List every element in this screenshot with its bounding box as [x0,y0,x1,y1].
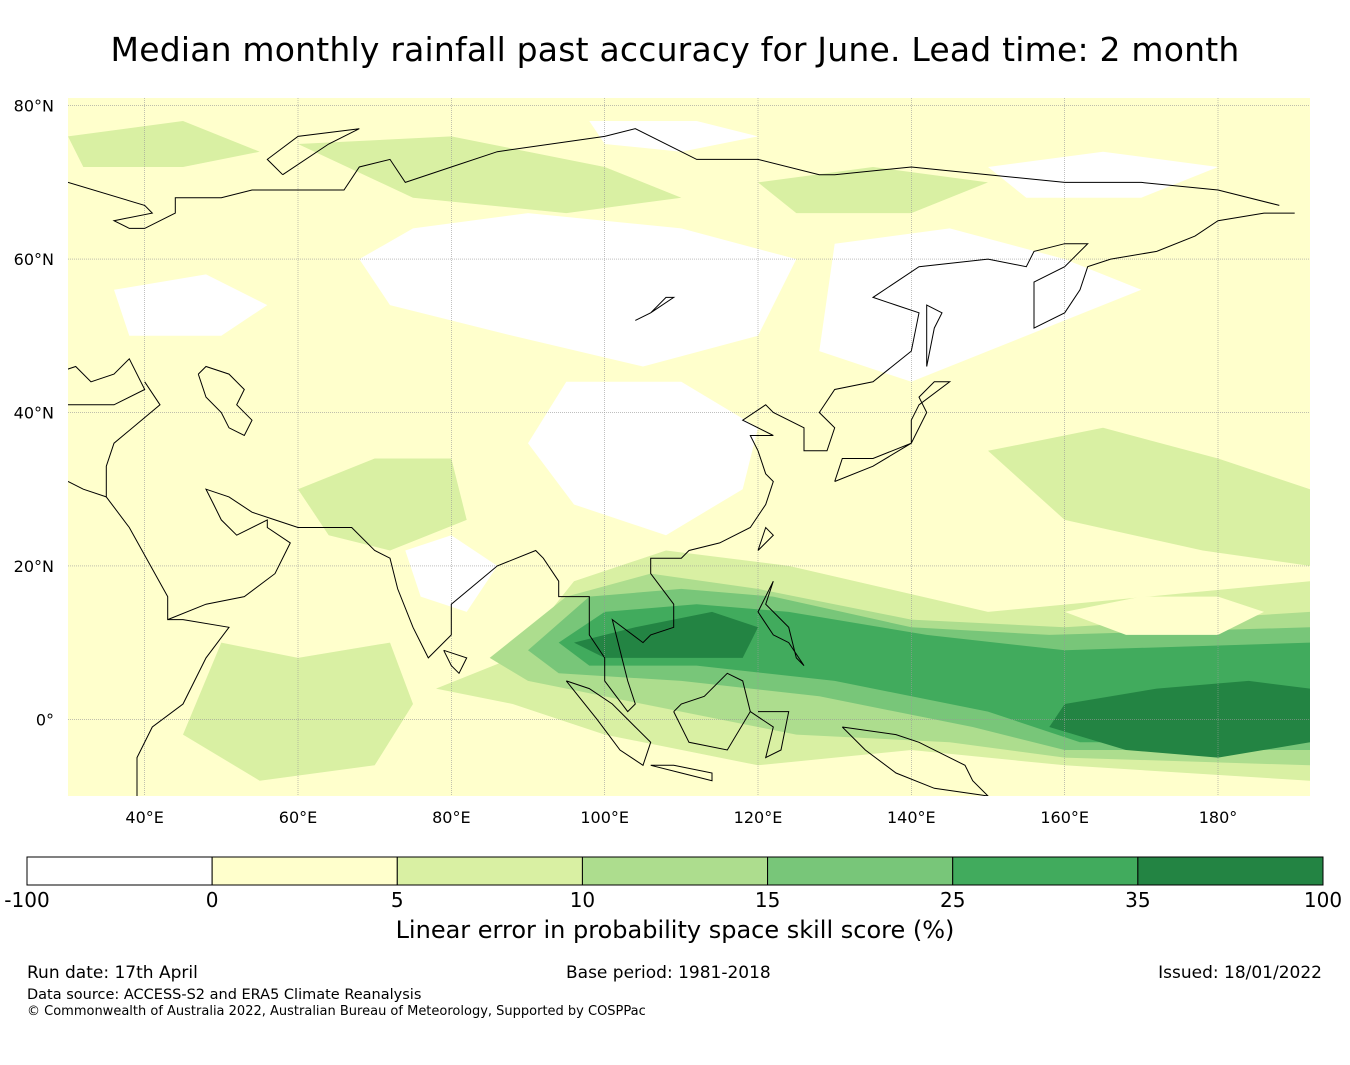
skill-region-cat_m100_0 [819,228,1142,382]
coastline [565,680,652,767]
issued-date: Issued: 18/01/2022 [1158,963,1322,983]
colorbar-tick-label: 15 [755,888,780,912]
skill-region-cat_5_10 [68,121,260,167]
coastlines [68,128,1295,849]
coastline [68,128,1280,229]
map-title: Median monthly rainfall past accuracy fo… [110,30,1240,69]
colorbar-segment [1137,856,1324,886]
coastline [167,212,1295,713]
skill-region-cat_35_100 [1049,680,1310,758]
coastline [926,304,943,367]
colorbar-segment [767,856,954,886]
graticule [68,98,1310,796]
skill-region-cat_m100_0 [405,535,498,612]
lon-tick-label: 60°E [279,808,317,827]
skill-region-cat_m100_0 [589,121,758,152]
coastline [757,526,775,551]
lon-tick-label: 120°E [734,808,783,827]
skill-region-cat_5_10 [758,167,988,214]
colorbar-label: Linear error in probability space skill … [395,916,955,944]
colorbar-tick-label: 25 [940,888,965,912]
lon-tick-label: 160°E [1040,808,1089,827]
skill-region-cat_35_100 [574,611,758,658]
skill-region-cat_5_10 [183,642,413,781]
colorbar-tick-label: -100 [4,888,49,912]
lat-tick-label: 0° [36,710,54,729]
longitude-labels: 40°E 60°E 80°E 100°E 120°E 140°E 160°E 180° [125,808,1237,827]
latitude-labels: 80°N 60°N 40°N 20°N 0° [14,97,54,730]
colorbar-segment [396,856,583,886]
lat-tick-label: 60°N [14,250,54,269]
coastline [266,128,360,176]
coastline [68,357,146,406]
base-period: Base period: 1981-2018 [566,963,771,983]
coastline [841,726,989,796]
skill-region-cat_5_10 [988,427,1310,566]
coastline [443,649,468,675]
skill-region-cat_m100_0 [528,381,758,536]
coastline [834,381,952,482]
lat-tick-label: 20°N [14,557,54,576]
lat-tick-label: 40°N [14,403,54,422]
skill-region-cat_m100_0 [988,151,1218,198]
lon-tick-label: 180° [1199,808,1238,827]
coastline [168,811,222,849]
coastline [757,580,805,666]
lat-tick-label: 80°N [14,97,54,116]
colorbar: -100 0 5 10 15 25 35 100 [4,856,1342,912]
lon-tick-label: 140°E [887,808,936,827]
coastline [68,481,107,498]
coastline [197,365,253,437]
lon-tick-label: 80°E [432,808,470,827]
colorbar-segment [211,856,398,886]
run-date: Run date: 17th April [27,963,198,983]
skill-region-cat_m100_0 [359,213,797,367]
skill-region-cat_5_10 [298,136,682,214]
colorbar-segment [952,856,1139,886]
colorbar-tick-label: 10 [570,888,595,912]
lon-tick-label: 100°E [580,808,629,827]
coastline [673,672,751,751]
copyright: © Commonwealth of Australia 2022, Austra… [27,1004,646,1019]
skill-region-cat_m100_0 [114,274,268,336]
coastline [750,711,790,759]
colorbar-tick-label: 100 [1304,888,1342,912]
colorbar-segment [26,856,213,886]
coastline [650,764,713,782]
skill-score-field [68,121,1310,781]
colorbar-segment [581,856,769,886]
lon-tick-label: 40°E [125,808,163,827]
colorbar-tick-label: 5 [391,888,404,912]
colorbar-tick-label: 35 [1125,888,1150,912]
data-source: Data source: ACCESS-S2 and ERA5 Climate … [27,987,422,1003]
colorbar-tick-label: 0 [206,888,219,912]
skill-region-cat_0_5 [1064,596,1264,635]
coastline [635,296,676,321]
